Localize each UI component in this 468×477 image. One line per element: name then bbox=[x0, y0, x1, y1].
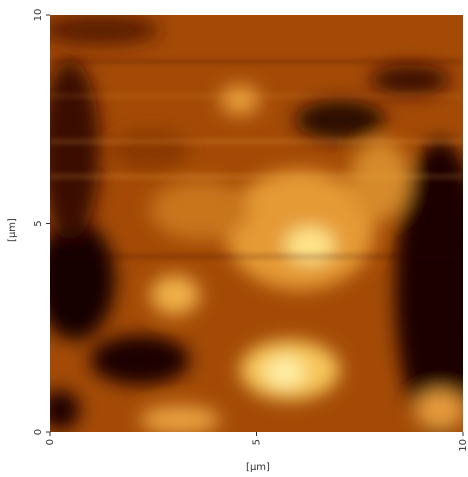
x-axis-label: [μm] bbox=[246, 462, 270, 473]
y-tick-label: 0 bbox=[33, 429, 44, 435]
y-axis-label: [μm] bbox=[7, 218, 18, 242]
afm-image bbox=[50, 15, 463, 432]
x-tick-label: 0 bbox=[45, 439, 56, 445]
x-tick-label: 5 bbox=[252, 439, 263, 445]
x-tick-label: 10 bbox=[458, 439, 468, 452]
y-tick-label: 10 bbox=[33, 9, 44, 22]
y-tick-label: 5 bbox=[33, 220, 44, 226]
